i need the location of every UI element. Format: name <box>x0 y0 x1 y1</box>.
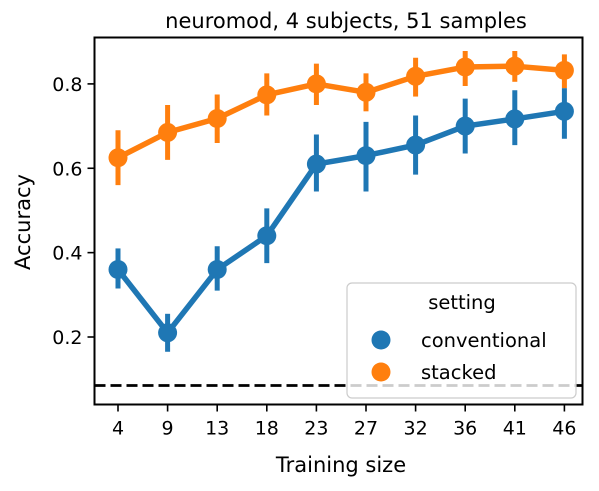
data-point-stacked <box>455 57 475 77</box>
x-tick-label: 9 <box>162 418 174 440</box>
legend-title: setting <box>428 291 496 314</box>
series-stacked <box>108 50 574 186</box>
data-point-stacked <box>406 66 426 86</box>
series-conventional <box>108 88 574 352</box>
legend-label-conventional: conventional <box>421 329 547 352</box>
data-point-conventional <box>455 116 475 136</box>
data-point-conventional <box>406 135 426 155</box>
x-tick-label: 23 <box>304 418 328 440</box>
legend-box <box>346 282 577 399</box>
data-point-stacked <box>257 85 277 105</box>
data-point-conventional <box>505 109 525 129</box>
y-axis: 0.2 0.4 0.6 0.8 <box>52 74 95 349</box>
y-axis-label: Accuracy <box>11 174 35 270</box>
data-point-conventional <box>207 260 227 280</box>
x-axis-label: Training size <box>275 453 406 477</box>
x-tick-label: 27 <box>354 418 378 440</box>
data-point-conventional <box>554 101 574 121</box>
data-point-stacked <box>505 56 525 76</box>
y-tick-label: 0.8 <box>52 74 82 96</box>
legend-marker-conventional <box>371 330 391 350</box>
data-point-stacked <box>207 108 227 128</box>
data-point-conventional <box>108 260 128 280</box>
x-tick-label: 13 <box>205 418 229 440</box>
x-tick-label: 36 <box>453 418 477 440</box>
legend: setting conventional stacked <box>346 282 577 399</box>
y-tick-label: 0.4 <box>52 243 82 265</box>
series-layer <box>108 50 574 352</box>
series-line-stacked <box>115 63 568 161</box>
x-tick-label: 32 <box>404 418 428 440</box>
legend-label-stacked: stacked <box>421 361 496 384</box>
y-tick-label: 0.2 <box>52 327 82 349</box>
x-tick-label: 41 <box>503 418 527 440</box>
chart-title: neuromod, 4 subjects, 51 samples <box>165 9 527 33</box>
data-point-stacked <box>158 122 178 142</box>
data-point-stacked <box>356 82 376 102</box>
data-point-conventional <box>257 226 277 246</box>
data-point-conventional <box>158 323 178 343</box>
data-point-conventional <box>356 146 376 166</box>
x-tick-label: 4 <box>112 418 124 440</box>
plot-area-frame <box>93 36 584 406</box>
series-line-conventional <box>115 108 568 336</box>
x-axis: 4 9 13 18 23 27 32 36 41 46 <box>112 404 576 440</box>
x-tick-label: 46 <box>552 418 576 440</box>
x-tick-label: 18 <box>255 418 279 440</box>
data-point-conventional <box>306 154 326 174</box>
data-point-stacked <box>306 74 326 94</box>
data-point-stacked <box>108 148 128 168</box>
data-point-stacked <box>554 60 574 80</box>
y-tick-label: 0.6 <box>52 158 82 180</box>
legend-marker-stacked <box>371 362 391 382</box>
